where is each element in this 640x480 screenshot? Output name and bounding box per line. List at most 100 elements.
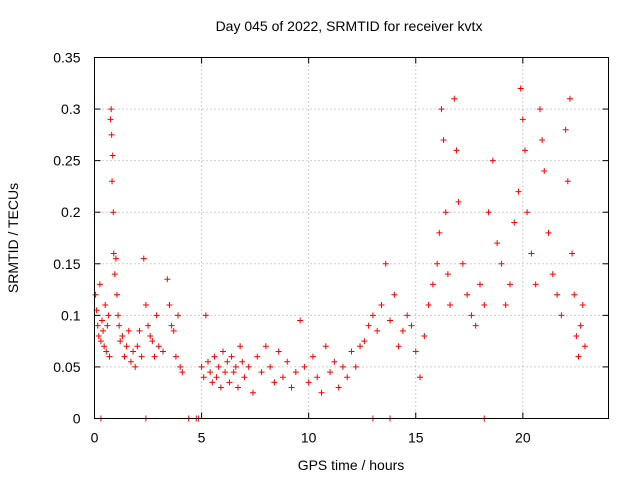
- data-point: [211, 353, 218, 360]
- data-point: [519, 116, 526, 123]
- data-point: [404, 312, 411, 319]
- data-point: [230, 369, 237, 376]
- data-point: [545, 229, 552, 236]
- data-point: [95, 332, 102, 339]
- data-point: [213, 374, 220, 381]
- data-point: [177, 363, 184, 370]
- data-point: [468, 312, 475, 319]
- data-point: [153, 312, 160, 319]
- data-point: [573, 332, 580, 339]
- data-point: [202, 312, 209, 319]
- data-point: [436, 229, 443, 236]
- data-point: [489, 157, 496, 164]
- data-point: [215, 363, 222, 370]
- data-point: [498, 260, 505, 267]
- data-point: [168, 322, 175, 329]
- data-point: [314, 374, 321, 381]
- data-point: [132, 363, 139, 370]
- data-point: [107, 116, 114, 123]
- data-point: [96, 281, 103, 288]
- data-point: [200, 374, 207, 381]
- data-point: [234, 384, 241, 391]
- y-tick-label: 0.15: [53, 256, 80, 272]
- data-point: [258, 369, 265, 376]
- data-point: [109, 152, 116, 159]
- data-point: [322, 343, 329, 350]
- data-point: [254, 353, 261, 360]
- data-point: [112, 255, 119, 262]
- data-point: [142, 302, 149, 309]
- data-point: [267, 363, 274, 370]
- data-point: [506, 281, 513, 288]
- data-point: [327, 369, 334, 376]
- data-point: [217, 384, 224, 391]
- data-point: [357, 343, 364, 350]
- plot-frame: [94, 57, 609, 419]
- data-point: [577, 322, 584, 329]
- data-point: [331, 358, 338, 365]
- data-point: [562, 126, 569, 133]
- data-point: [382, 260, 389, 267]
- data-point: [442, 209, 449, 216]
- data-point: [97, 338, 104, 345]
- y-tick-label: 0.3: [61, 101, 81, 117]
- data-point: [374, 327, 381, 334]
- data-point: [130, 348, 137, 355]
- data-point: [109, 178, 116, 185]
- axis-ticks: [94, 57, 609, 419]
- data-point: [447, 302, 454, 309]
- data-point: [105, 312, 112, 319]
- grid: [94, 57, 609, 419]
- data-point: [472, 322, 479, 329]
- data-point: [558, 312, 565, 319]
- data-point: [104, 322, 111, 329]
- data-point: [110, 209, 117, 216]
- data-point: [140, 255, 147, 262]
- data-point: [564, 178, 571, 185]
- data-point: [378, 302, 385, 309]
- data-point: [228, 353, 235, 360]
- data-point: [271, 379, 278, 386]
- data-point: [100, 327, 107, 334]
- data-point: [249, 389, 256, 396]
- data-point: [284, 358, 291, 365]
- data-point: [205, 358, 212, 365]
- data-point: [121, 353, 128, 360]
- data-point: [198, 363, 205, 370]
- data-point: [453, 147, 460, 154]
- data-point: [541, 167, 548, 174]
- data-point: [408, 322, 415, 329]
- data-point: [125, 327, 132, 334]
- data-point: [232, 363, 239, 370]
- data-point: [108, 131, 115, 138]
- data-point: [155, 343, 162, 350]
- data-point: [279, 374, 286, 381]
- data-point: [391, 291, 398, 298]
- data-point: [412, 348, 419, 355]
- y-tick-label: 0.1: [61, 307, 81, 323]
- data-point: [123, 343, 130, 350]
- data-point: [339, 363, 346, 370]
- data-point: [172, 353, 179, 360]
- data-point: [145, 322, 152, 329]
- data-point: [440, 137, 447, 144]
- data-point: [318, 389, 325, 396]
- data-point: [115, 312, 122, 319]
- data-point: [455, 198, 462, 205]
- data-point: [481, 302, 488, 309]
- data-point: [138, 353, 145, 360]
- data-point: [352, 363, 359, 370]
- data-point: [451, 95, 458, 102]
- data-point: [106, 353, 113, 360]
- data-point: [502, 302, 509, 309]
- x-tick-label: 0: [91, 430, 99, 446]
- data-point: [438, 106, 445, 113]
- data-point: [241, 374, 248, 381]
- data-point: [425, 302, 432, 309]
- data-point: [365, 322, 372, 329]
- data-point: [110, 250, 117, 257]
- data-point: [179, 369, 186, 376]
- data-point: [477, 281, 483, 288]
- x-tick-label: 10: [301, 430, 317, 446]
- data-point: [103, 348, 110, 355]
